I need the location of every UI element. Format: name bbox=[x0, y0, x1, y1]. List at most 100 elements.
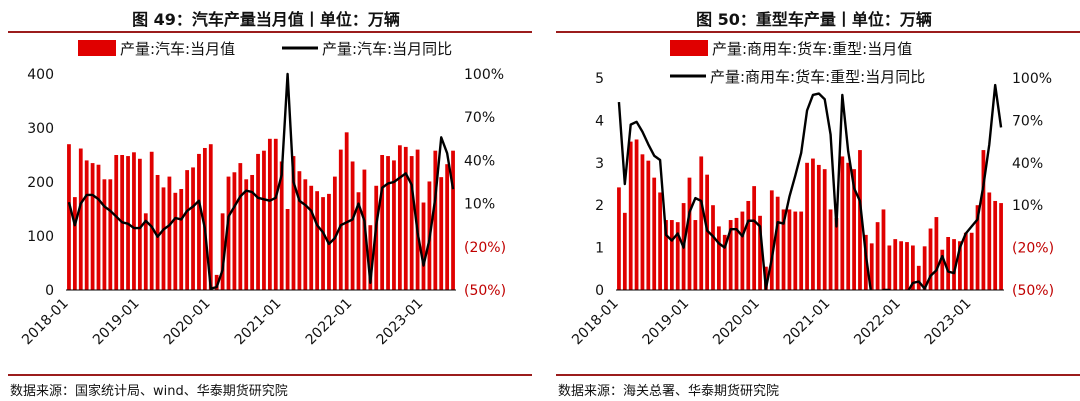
bar-2021-10 bbox=[332, 176, 337, 290]
bar-2021-06 bbox=[309, 185, 314, 290]
right-tick-label: (20%) bbox=[1012, 241, 1054, 257]
left-tick-label: 2 bbox=[595, 198, 604, 214]
bar-2022-05 bbox=[922, 246, 927, 290]
bar-2019-06 bbox=[717, 226, 721, 290]
bar-2021-01 bbox=[279, 161, 284, 290]
bar-2020-11 bbox=[267, 138, 272, 290]
right-tick-label: (20%) bbox=[464, 240, 506, 256]
bar-2018-04 bbox=[634, 139, 639, 290]
bar-2022-08 bbox=[392, 160, 396, 290]
left-tick-label: 1 bbox=[595, 241, 604, 257]
legend-bar-swatch bbox=[78, 40, 116, 56]
bar-2021-03 bbox=[291, 156, 296, 290]
bar-2020-04 bbox=[775, 196, 780, 290]
bar-2018-12 bbox=[132, 152, 136, 290]
bar-2021-08 bbox=[321, 197, 325, 290]
right-tick-label: 70% bbox=[1012, 113, 1043, 129]
bar-2020-11 bbox=[816, 164, 821, 290]
bar-2023-05 bbox=[993, 200, 998, 290]
bar-2018-01 bbox=[67, 144, 71, 290]
bar-2022-01 bbox=[350, 161, 355, 290]
left-tick-label: 5 bbox=[595, 71, 604, 87]
bar-2023-06 bbox=[451, 150, 455, 290]
right-tick-label: 40% bbox=[1012, 156, 1043, 172]
bar-2018-01 bbox=[617, 187, 621, 290]
bar-2021-12 bbox=[893, 239, 898, 290]
bar-2019-08 bbox=[179, 189, 184, 290]
source-rule bbox=[8, 374, 532, 376]
bar-2019-07 bbox=[173, 192, 178, 290]
bar-2023-01 bbox=[421, 202, 426, 290]
bar-2019-12 bbox=[752, 186, 757, 290]
bar-2019-01 bbox=[687, 177, 692, 290]
bar-2022-07 bbox=[386, 156, 390, 290]
bar-2022-09 bbox=[946, 237, 951, 290]
bar-2020-07 bbox=[793, 211, 798, 290]
bar-2023-03 bbox=[433, 150, 438, 290]
bar-2020-06 bbox=[238, 163, 243, 290]
bar-2021-06 bbox=[858, 150, 862, 290]
bar-2020-05 bbox=[232, 172, 237, 290]
right-tick-label: 10% bbox=[1012, 198, 1043, 214]
bar-2019-09 bbox=[185, 170, 190, 290]
left-tick-label: 200 bbox=[27, 175, 54, 191]
bar-2019-12 bbox=[202, 147, 207, 290]
chart-heavy-truck-production: 0 1 2 3 4 5 (50%) (20%) 10% 40% 70% 100% 2018-01 2019… bbox=[569, 40, 1054, 349]
yoy-line bbox=[67, 72, 455, 290]
bar-2020-05 bbox=[781, 209, 786, 290]
right-tick-label: (50%) bbox=[464, 283, 506, 299]
bar-2019-01 bbox=[137, 158, 142, 290]
bar-2022-01 bbox=[899, 241, 903, 290]
title-rule bbox=[556, 31, 1080, 33]
x-tick-label: 2020-01 bbox=[161, 296, 214, 349]
chart-title: 图 49：汽车产量当月值丨单位：万辆 bbox=[132, 10, 400, 29]
x-tick-label: 2022-01 bbox=[303, 296, 356, 349]
bar-2023-01 bbox=[969, 232, 974, 290]
legend-bar-swatch bbox=[670, 40, 708, 56]
x-tick-label: 2018-01 bbox=[19, 296, 72, 349]
right-tick-label: 40% bbox=[464, 153, 495, 169]
bar-2018-08 bbox=[108, 179, 113, 290]
bar-2019-09 bbox=[734, 217, 739, 290]
bar-2021-04 bbox=[297, 171, 302, 290]
bar-2020-04 bbox=[226, 176, 231, 290]
legend-bar-label: 产量:商用车:货车:重型:当月值 bbox=[712, 40, 912, 58]
bar-2023-03 bbox=[981, 150, 986, 290]
bar-2018-04 bbox=[84, 160, 89, 290]
x-tick-label: 2020-01 bbox=[710, 296, 763, 349]
bar-2021-09 bbox=[875, 222, 880, 290]
bar-2018-08 bbox=[658, 192, 662, 290]
bar-2021-10 bbox=[881, 209, 886, 290]
bar-2022-07 bbox=[934, 217, 939, 290]
left-tick-label: 300 bbox=[27, 121, 54, 137]
x-tick-label: 2019-01 bbox=[90, 296, 143, 349]
bar-2019-04 bbox=[705, 174, 709, 290]
bar-2021-03 bbox=[840, 156, 845, 290]
bar-2019-11 bbox=[746, 200, 751, 290]
bar-2021-08 bbox=[869, 243, 874, 290]
bar-2022-09 bbox=[397, 145, 402, 290]
bar-2021-04 bbox=[846, 162, 851, 290]
bar-2022-11 bbox=[958, 241, 962, 290]
bar-2022-12 bbox=[415, 149, 420, 290]
bar-2018-07 bbox=[102, 179, 107, 290]
bar-2019-03 bbox=[149, 151, 154, 290]
left-tick-label: 100 bbox=[27, 229, 54, 245]
bar-2018-06 bbox=[646, 160, 651, 290]
x-tick-label: 2022-01 bbox=[851, 296, 904, 349]
bar-2020-12 bbox=[822, 169, 827, 290]
yoy-line bbox=[617, 83, 1003, 290]
bar-2020-01 bbox=[208, 144, 213, 290]
bar-2020-03 bbox=[769, 190, 774, 290]
x-tick-label: 2023-01 bbox=[922, 296, 975, 349]
bar-2022-05 bbox=[374, 185, 379, 290]
bar-2018-10 bbox=[669, 220, 674, 290]
bar-2020-06 bbox=[787, 209, 792, 290]
source-rule bbox=[556, 374, 1080, 376]
left-tick-label: 3 bbox=[595, 156, 604, 172]
bar-2018-05 bbox=[90, 163, 95, 290]
bar-2020-10 bbox=[262, 150, 266, 290]
right-tick-label: (50%) bbox=[1012, 283, 1054, 299]
bar-2022-04 bbox=[916, 265, 921, 290]
bar-2023-04 bbox=[439, 177, 444, 290]
